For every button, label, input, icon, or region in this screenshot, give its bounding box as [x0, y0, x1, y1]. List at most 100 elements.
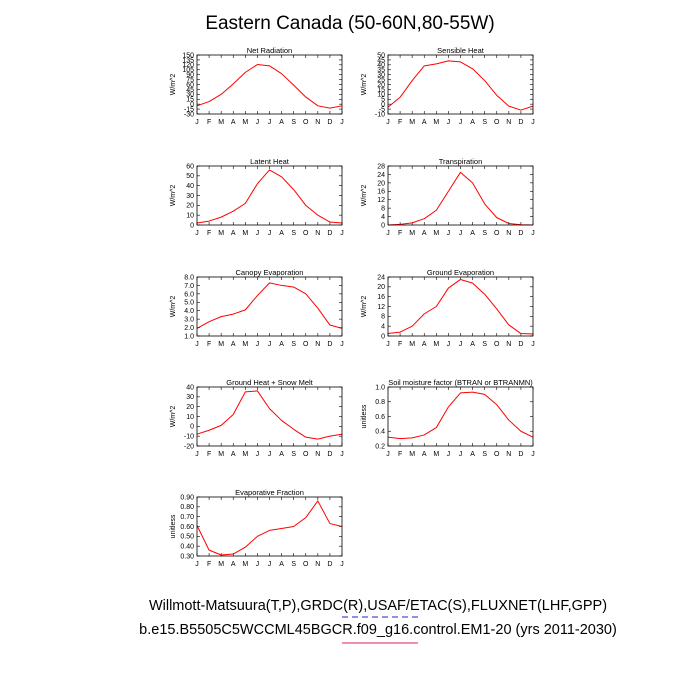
- panel-title-soil-moisture-factor-btran-or-btranmn: Soil moisture factor (BTRAN or BTRANMN): [388, 378, 533, 387]
- x-tick-label: J: [340, 341, 344, 348]
- plot-frame: [196, 496, 343, 557]
- y-tick-label: 30: [186, 193, 194, 200]
- y-tick-label: -10: [184, 434, 194, 441]
- x-tick-label: A: [279, 230, 284, 237]
- x-tick-label: M: [218, 230, 224, 237]
- series-line-transpiration: [387, 171, 534, 226]
- x-tick-label: A: [231, 230, 236, 237]
- x-tick-label: D: [327, 230, 332, 237]
- y-tick-label: 4.0: [184, 308, 194, 315]
- panel-ground-heat-snow-melt: Ground Heat + Snow Melt -20 -10 0 10 20 30 40 J F…: [170, 378, 344, 458]
- series-line-sensible-heat: [387, 60, 534, 111]
- y-tick-label: 7.0: [184, 283, 194, 290]
- x-tick-label: M: [242, 561, 248, 568]
- x-tick-label: A: [279, 119, 284, 126]
- y-axis-label: unitless: [361, 404, 368, 428]
- x-tick-label: J: [459, 119, 463, 126]
- x-tick-label: D: [327, 451, 332, 458]
- y-tick-label: 20: [186, 404, 194, 411]
- y-tick-label: 0.30: [180, 553, 194, 560]
- plot-frame: [387, 165, 534, 226]
- x-tick-label: J: [268, 451, 272, 458]
- x-tick-label: A: [422, 451, 427, 458]
- series-line-soil-moisture-factor-btran-or-btranmn: [387, 391, 534, 440]
- x-tick-label: J: [340, 451, 344, 458]
- plot-frame: [387, 276, 534, 337]
- x-tick-label: S: [291, 230, 296, 237]
- x-tick-label: J: [195, 230, 199, 237]
- x-tick-label: O: [303, 119, 309, 126]
- x-tick-label: D: [327, 341, 332, 348]
- x-tick-label: N: [506, 451, 511, 458]
- x-tick-label: D: [518, 451, 523, 458]
- x-tick-label: S: [291, 341, 296, 348]
- x-tick-label: A: [231, 119, 236, 126]
- y-tick-label: 0: [381, 333, 385, 340]
- x-tick-label: F: [207, 451, 211, 458]
- x-tick-label: N: [315, 561, 320, 568]
- y-tick-label: 16: [377, 189, 385, 196]
- x-tick-label: S: [291, 451, 296, 458]
- x-tick-label: M: [409, 341, 415, 348]
- x-tick-label: J: [195, 451, 199, 458]
- x-tick-label: J: [447, 119, 451, 126]
- x-tick-label: D: [518, 230, 523, 237]
- panel-title-net-radiation: Net Radiation: [247, 46, 292, 55]
- x-tick-label: J: [340, 230, 344, 237]
- y-tick-label: 0: [190, 102, 194, 109]
- x-tick-label: A: [470, 119, 475, 126]
- x-tick-label: J: [531, 341, 535, 348]
- y-tick-label: 24: [377, 274, 385, 281]
- x-tick-label: A: [279, 561, 284, 568]
- footer-line-2: b.e15.B5505C5WCCML45BGCR.f09_g16.control…: [139, 622, 617, 638]
- y-tick-label: 5.0: [184, 300, 194, 307]
- y-tick-label: 1.0: [375, 384, 385, 391]
- x-tick-label: A: [422, 119, 427, 126]
- y-axis-label: W/m^2: [361, 74, 368, 96]
- x-tick-label: J: [386, 451, 390, 458]
- x-tick-label: M: [242, 341, 248, 348]
- plot-frame: [387, 54, 534, 115]
- y-tick-label: 0: [381, 102, 385, 109]
- y-tick-label: 4: [381, 214, 385, 221]
- series-line-canopy-evaporation: [196, 282, 343, 329]
- x-tick-label: J: [340, 119, 344, 126]
- y-tick-label: -30: [184, 111, 194, 118]
- y-tick-label: 30: [186, 92, 194, 99]
- y-tick-label: 120: [182, 62, 194, 69]
- y-tick-label: 30: [186, 394, 194, 401]
- y-tick-label: 3.0: [184, 317, 194, 324]
- y-tick-label: 0.80: [180, 504, 194, 511]
- panel-title-ground-heat-snow-melt: Ground Heat + Snow Melt: [226, 378, 313, 387]
- y-tick-label: 8: [381, 314, 385, 321]
- y-axis-label: W/m^2: [170, 296, 177, 318]
- y-tick-label: 105: [182, 67, 194, 74]
- y-axis-label: W/m^2: [361, 185, 368, 207]
- y-tick-label: 0.40: [180, 544, 194, 551]
- y-tick-label: 45: [377, 57, 385, 64]
- x-tick-label: F: [207, 341, 211, 348]
- y-tick-label: 24: [377, 172, 385, 179]
- y-tick-label: -5: [379, 106, 385, 113]
- y-tick-label: 75: [186, 77, 194, 84]
- x-tick-label: A: [470, 341, 475, 348]
- y-tick-label: 10: [186, 213, 194, 220]
- y-axis-label: W/m^2: [170, 74, 177, 96]
- x-tick-label: M: [218, 451, 224, 458]
- x-tick-label: N: [315, 451, 320, 458]
- y-tick-label: 50: [186, 173, 194, 180]
- y-axis-label: W/m^2: [361, 296, 368, 318]
- x-tick-label: J: [386, 341, 390, 348]
- y-tick-label: 0.2: [375, 443, 385, 450]
- x-tick-label: D: [518, 119, 523, 126]
- y-axis-label: W/m^2: [170, 185, 177, 207]
- x-tick-label: F: [398, 451, 402, 458]
- x-tick-label: N: [506, 119, 511, 126]
- y-tick-label: 15: [377, 87, 385, 94]
- y-tick-label: 5: [381, 97, 385, 104]
- y-tick-label: 150: [182, 52, 194, 59]
- plot-frame: [387, 386, 534, 447]
- y-tick-label: 20: [186, 203, 194, 210]
- y-tick-label: 135: [182, 57, 194, 64]
